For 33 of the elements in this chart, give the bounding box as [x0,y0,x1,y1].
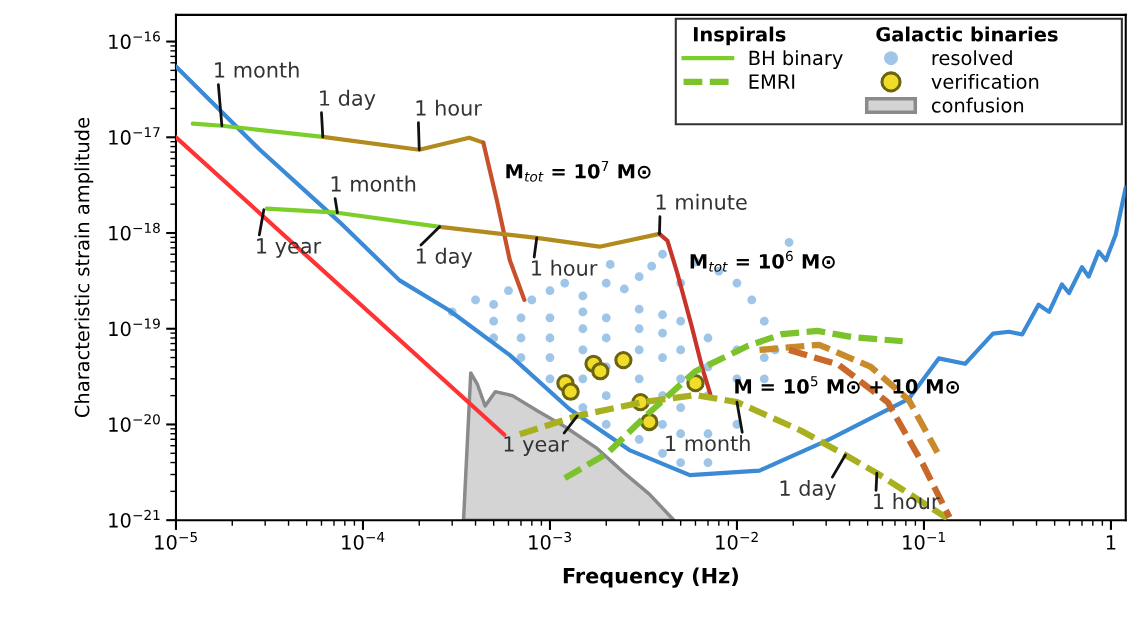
x-tick-label: 10$^{−1}$ [903,532,945,550]
annotation: 1 minute [656,193,747,210]
legend-label: confusion [931,97,1024,113]
x-tick-label: 10$^{−3}$ [529,531,572,550]
annotation: 1 day [780,479,836,501]
y-tick-label: 10$^{−21}$ [109,509,160,528]
y-tick-label: 10$^{−17}$ [109,127,160,145]
y-axis-title: Characteristic strain amplitude [74,117,94,418]
legend-label: EMRI [749,74,795,89]
annotation: 1 month [331,175,416,192]
x-tick-label: 10$^{−4}$ [342,532,385,550]
annotation: 1 month [666,435,750,452]
annotation: 1 month [215,61,299,78]
x-tick-label: 10$^{−5}$ [155,532,197,550]
legend-label: verification [931,73,1039,89]
annotation: M$_{tot}$ = 10$^{6}$ M⊙ [690,250,835,272]
y-tick-label: 10$^{−18}$ [109,222,160,241]
x-tick-label: 10$^{−2}$ [716,531,758,550]
annotation: 1 year [504,436,569,456]
x-tick-label: 1 [1106,535,1116,550]
annotation: 1 day [416,247,473,268]
legend-label: resolved [932,50,1012,66]
y-tick-label: 10$^{−16}$ [109,31,160,50]
annotation: 1 hour [532,259,598,276]
legend-label: BH binary [749,50,843,70]
annotation: Inspirals [693,26,786,46]
annotation: 1 hour [416,99,482,116]
annotation: Galactic binaries [876,26,1058,42]
annotation: M$_{tot}$ = 10$^{7}$ M⊙ [506,160,651,182]
y-tick-label: 10$^{−20}$ [109,414,160,432]
annotation: 1 day [320,89,376,110]
y-tick-label: 10$^{−19}$ [109,318,160,337]
x-axis-title: Frequency (Hz) [563,567,738,588]
